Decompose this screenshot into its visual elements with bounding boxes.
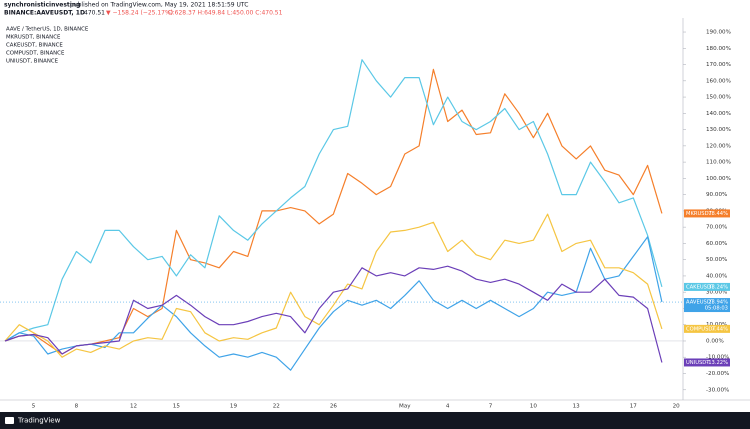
change: ▼ −158.24 (−25.17%): [106, 10, 173, 17]
y-tick-label: 110.00%: [706, 160, 731, 166]
y-tick-label: 90.00%: [706, 192, 727, 198]
countdown: 05:08:03: [705, 306, 728, 312]
axis-label-value: 7.44%: [712, 326, 729, 332]
y-tick-label: 140.00%: [706, 111, 731, 117]
y-tick-label: 130.00%: [706, 127, 731, 133]
y-tick-label: -30.00%: [706, 387, 729, 393]
y-tick-label: -10.00%: [706, 355, 729, 361]
x-tick-label: 12: [130, 404, 137, 410]
y-tick-label: 170.00%: [706, 62, 731, 68]
x-tick-label: 22: [273, 404, 280, 410]
x-tick-label: 20: [673, 404, 681, 410]
axis-label-name: CAKEUSDT: [686, 284, 715, 290]
x-tick-label: 10: [530, 404, 538, 410]
series-line: [4, 236, 663, 371]
brand: TradingView: [17, 417, 61, 425]
author: synchronisticinvesting: [4, 2, 80, 9]
y-tick-label: 180.00%: [706, 46, 731, 52]
logo: [5, 417, 14, 424]
axis-label-name: COMPUSDT: [686, 326, 716, 332]
series-line: [4, 68, 663, 355]
published: published on TradingView.com, May 19, 20…: [70, 2, 248, 9]
series-line: [4, 265, 663, 363]
x-tick-label: 17: [630, 404, 638, 410]
y-tick-label: 30.00%: [706, 290, 727, 296]
legend-entry: COMPUSDT, BINANCE: [6, 51, 65, 57]
legend-entry: MKRUSDT, BINANCE: [6, 35, 61, 41]
axis-label-box: [684, 324, 730, 333]
x-tick-label: 8: [75, 404, 79, 410]
axis-label-value: 78.44%: [708, 211, 728, 217]
axis-label-name: AAVEUSDT: [686, 300, 715, 306]
series-line: [4, 59, 663, 342]
y-tick-label: 150.00%: [706, 95, 731, 101]
y-tick-label: 190.00%: [706, 30, 731, 36]
footer: [0, 412, 750, 429]
x-tick-label: 15: [173, 404, 181, 410]
y-tick-label: 120.00%: [706, 143, 731, 149]
ohlc: O:628.37 H:649.84 L:450.00 C:470.51: [168, 10, 283, 17]
x-tick-label: 26: [330, 404, 338, 410]
axis-label-name: MKRUSDT: [686, 211, 713, 217]
x-tick-label: 7: [489, 404, 493, 410]
axis-label-box: [684, 282, 730, 291]
axis-label-box: [684, 209, 730, 218]
last-price: 470.51: [84, 10, 105, 17]
legend-entry: CAKEUSDT, BINANCE: [6, 43, 63, 49]
legend-entry: AAVE / TetherUS, 1D, BINANCE: [6, 27, 89, 33]
x-tick-label: 4: [446, 404, 450, 410]
axis-label-name: UNIUSDT: [686, 360, 710, 366]
x-tick-label: 13: [573, 404, 581, 410]
y-tick-label: 40.00%: [706, 273, 727, 279]
axis-label-box: [684, 298, 730, 313]
y-tick-label: -20.00%: [706, 371, 729, 377]
y-tick-label: 0.00%: [706, 338, 724, 344]
axis-label-box: [684, 358, 730, 367]
axis-label-value: 33.24%: [708, 284, 728, 290]
y-tick-label: 160.00%: [706, 78, 731, 84]
y-tick-label: 100.00%: [706, 176, 731, 182]
x-tick-label: May: [399, 404, 411, 410]
y-tick-label: 70.00%: [706, 225, 727, 231]
axis-label-value: -13.22%: [706, 360, 728, 366]
axis-label-value: 23.94%: [708, 300, 728, 306]
y-tick-label: 50.00%: [706, 257, 727, 263]
legend-entry: UNIUSDT, BINANCE: [6, 59, 59, 65]
x-tick-label: 19: [230, 404, 238, 410]
series-line: [4, 213, 663, 358]
symbol: BINANCE:AAVEUSDT, 1D: [4, 10, 85, 17]
x-tick-label: 5: [32, 404, 36, 410]
y-tick-label: 60.00%: [706, 241, 727, 247]
